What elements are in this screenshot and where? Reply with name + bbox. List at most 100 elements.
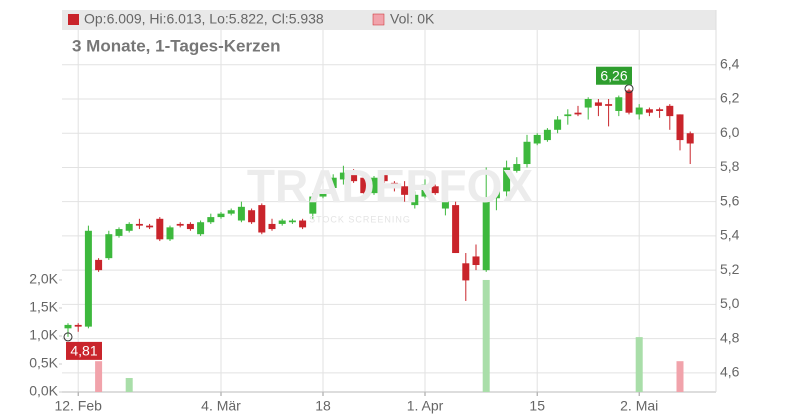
x-tick-label: 18 [315, 398, 331, 414]
volume-bar [482, 279, 490, 392]
y-tick-label: 6,0 [720, 124, 740, 140]
candle-body [564, 114, 572, 117]
volume-bar [635, 337, 643, 392]
candle-body [533, 134, 541, 144]
candle-body [248, 210, 256, 223]
candle-body [64, 324, 72, 329]
x-tick-label: 12. Feb [54, 398, 102, 414]
candle-body [299, 220, 307, 228]
y2-tick-label: 1,5K [29, 299, 58, 315]
annotation-label: 6,26 [600, 67, 627, 83]
candle-body [207, 217, 215, 223]
candle-body [197, 222, 205, 235]
candle-body [666, 105, 674, 117]
y-tick-label: 5,6 [720, 192, 740, 208]
y-tick-label: 6,4 [720, 55, 740, 71]
y2-tick-label: 0,0K [29, 383, 58, 399]
candle-body [84, 230, 92, 327]
candle-body [135, 223, 143, 226]
candle-body [605, 104, 613, 106]
y2-tick-label: 2,0K [29, 271, 58, 287]
candle-body [390, 182, 398, 188]
candle-body [237, 206, 245, 221]
y-tick-label: 4,8 [720, 329, 740, 345]
annotation-box [66, 341, 102, 360]
candle-body [635, 107, 643, 115]
candle-body [146, 225, 154, 228]
candle-body [584, 98, 592, 108]
candle-body [656, 109, 664, 111]
candle-body [166, 227, 174, 240]
y2-tick-label: 0,5K [29, 355, 58, 371]
candle-body [309, 196, 317, 214]
candle-body [543, 129, 551, 141]
candle-body [431, 186, 439, 194]
candle-body [676, 114, 684, 141]
candle-body [258, 205, 266, 233]
candle-body [594, 102, 602, 106]
candle-body [329, 177, 337, 188]
candle-body [319, 193, 327, 197]
candle-body [370, 177, 378, 194]
candle-body [227, 210, 235, 214]
candle-body [462, 263, 470, 281]
ohlc-header: Op:6.009, Hi:6.013, Lo:5.822, Cl:5.938 [84, 11, 324, 27]
candle-body [523, 141, 531, 165]
candle-body [339, 172, 347, 180]
candle-body [115, 229, 123, 236]
candle-body [105, 234, 113, 259]
watermark: TRADERFOX [247, 160, 534, 212]
candle-body [645, 109, 653, 113]
candle-body [421, 184, 429, 197]
y-tick-label: 4,6 [720, 364, 740, 380]
candle-body [554, 119, 562, 130]
annotation-box [596, 66, 632, 85]
subtitle: 3 Monate, 1-Tages-Kerzen [72, 36, 280, 55]
candle-body [686, 133, 694, 144]
candle-body [74, 324, 82, 327]
y-tick-label: 5,2 [720, 261, 740, 277]
volume-legend-swatch [372, 13, 385, 26]
x-tick-label: 1. Apr [407, 398, 444, 414]
candle-body [411, 194, 419, 206]
candle-body [125, 223, 133, 231]
candle-body [615, 97, 623, 111]
candle-body [503, 167, 511, 192]
candle-body [625, 90, 633, 113]
x-tick-label: 2. Mai [620, 398, 658, 414]
annotation-label: 4,81 [70, 343, 97, 359]
y2-tick-label: 1,0K [29, 327, 58, 343]
candle-body [360, 177, 368, 194]
candle-body [156, 218, 164, 240]
annotation-marker [63, 332, 73, 342]
candle-body [441, 201, 449, 209]
x-tick-label: 4. Mär [201, 398, 241, 414]
x-tick-label: 15 [529, 398, 545, 414]
y-tick-label: 5,8 [720, 158, 740, 174]
candle-body [472, 256, 480, 266]
volume-bar [95, 361, 103, 392]
candle-body [482, 201, 490, 271]
header-band [62, 10, 716, 30]
candle-body [513, 164, 521, 171]
volume-bar [125, 377, 133, 392]
y-tick-label: 6,2 [720, 90, 740, 106]
candle-body [176, 223, 184, 226]
volume-bar [676, 361, 684, 392]
candle-body [401, 186, 409, 195]
price-legend-swatch [68, 14, 79, 25]
y-tick-label: 5,4 [720, 227, 740, 243]
candle-body [380, 174, 388, 182]
watermark-sub: STOCK SCREENING [309, 214, 411, 224]
candle-body [186, 223, 194, 230]
candle-body [217, 213, 225, 218]
plot [59, 10, 717, 396]
candle-body [268, 223, 276, 230]
candle-body [452, 205, 460, 254]
candle-body [288, 220, 296, 223]
candle-body [574, 112, 582, 115]
volume-header: Vol: 0K [390, 11, 435, 27]
y-tick-label: 5,0 [720, 295, 740, 311]
candle-body [350, 172, 358, 182]
